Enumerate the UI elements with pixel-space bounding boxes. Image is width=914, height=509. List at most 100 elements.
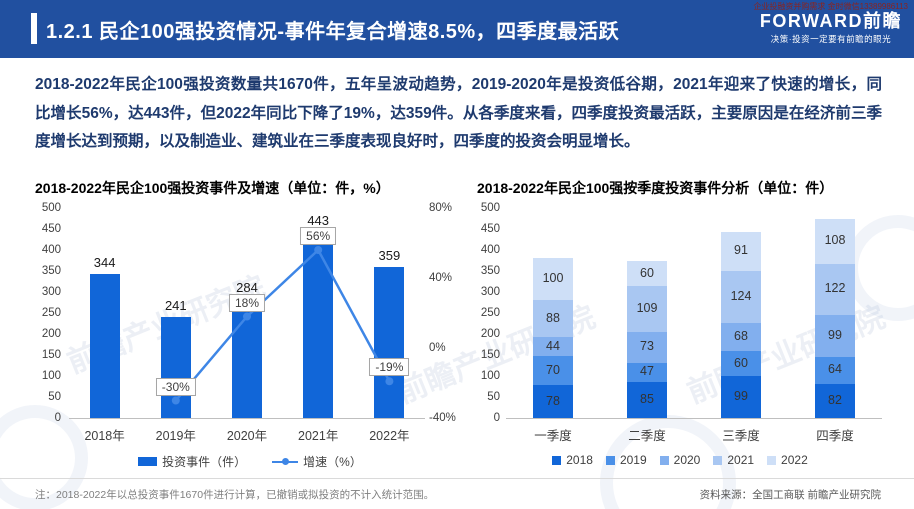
stack-segment xyxy=(815,315,855,357)
x-axis-label: 四季度 xyxy=(816,429,854,443)
line-marker xyxy=(314,246,323,254)
y-axis-tick: 450 xyxy=(480,223,500,235)
growth-rate-label: -19% xyxy=(369,358,410,377)
stack-segment xyxy=(721,270,761,323)
stack-segment xyxy=(815,263,855,316)
stack-segment xyxy=(721,376,761,418)
x-axis-label: 2021年 xyxy=(298,429,339,443)
segment-value-label: 85 xyxy=(640,392,654,407)
legend-item: 2021 xyxy=(713,453,754,467)
header-contact-watermark: 企业投融资并购需求 金时微信13389986113 xyxy=(753,2,908,11)
y-axis-tick-left: 150 xyxy=(41,349,61,361)
stack-segment xyxy=(533,385,573,418)
bar-value-label: 443 xyxy=(307,212,330,228)
segment-value-label: 109 xyxy=(636,301,658,315)
legend-item: 2019 xyxy=(605,453,647,467)
bar-investment-events xyxy=(303,231,334,418)
header: 企业投融资并购需求 金时微信13389986113 1.2.1 民企100强投资… xyxy=(0,0,914,58)
bar-value-label: 284 xyxy=(236,279,258,295)
stack-segment xyxy=(721,232,761,271)
y-axis-tick: 100 xyxy=(480,370,500,382)
y-axis-tick: 350 xyxy=(480,265,500,277)
legend-item: 2022 xyxy=(767,453,808,467)
stacked-chart-legend: 2018 2019 2020 2021 2022 xyxy=(470,453,890,467)
legend-label: 2020 xyxy=(673,453,701,467)
y-axis-tick: 400 xyxy=(480,244,500,256)
x-axis-label: 三季度 xyxy=(722,429,760,443)
y-axis-tick-left: 350 xyxy=(41,265,61,277)
segment-value-label: 47 xyxy=(640,364,654,379)
segment-value-label: 99 xyxy=(828,327,842,342)
legend-label: 2022 xyxy=(781,453,808,467)
growth-line xyxy=(171,246,394,405)
segment-value-label: 108 xyxy=(824,233,846,248)
segment-value-label: 44 xyxy=(546,338,560,353)
x-axis-label: 2022年 xyxy=(369,429,410,443)
stack-segment xyxy=(815,356,855,384)
brand-logo: FORWARD前瞻 决策·投资一定要有前瞻的眼光 xyxy=(760,11,902,45)
stack-segment xyxy=(721,351,761,377)
bar-investment-events xyxy=(89,273,120,418)
segment-value-label: 91 xyxy=(734,243,748,258)
legend-label: 增速（%） xyxy=(303,455,362,469)
stack-segment xyxy=(815,383,855,418)
stack-segment xyxy=(533,355,573,386)
source-note: 资料来源：全国工商联 前瞻产业研究院 xyxy=(699,489,881,501)
stack-segment xyxy=(533,258,573,301)
legend-swatch xyxy=(552,455,562,465)
legend-item-bar: 投资事件（件） xyxy=(138,453,246,470)
intro-paragraph: 2018-2022年民企100强投资数量共1670件，五年呈波动趋势，2019-… xyxy=(35,76,882,150)
y-axis-tick: 300 xyxy=(480,286,500,298)
bar-value-label: 359 xyxy=(378,248,401,264)
y-axis-tick: 0 xyxy=(493,412,500,424)
combo-chart: 500 450 400 350 300 250 200 150 100 50 0 80% 40% 0% -4… xyxy=(35,200,465,450)
y-axis-tick-left: 450 xyxy=(41,223,61,235)
segment-value-label: 100 xyxy=(542,271,564,286)
legend-swatch xyxy=(659,455,669,465)
segment-value-label: 78 xyxy=(546,393,560,408)
combo-chart-legend: 投资事件（件） 增速（%） xyxy=(35,453,465,470)
legend-swatch xyxy=(767,455,777,465)
stack-segment xyxy=(533,300,573,338)
legend-label: 2021 xyxy=(727,453,755,467)
stack-segment xyxy=(627,362,667,383)
line-marker xyxy=(171,396,180,405)
segment-value-label: 68 xyxy=(734,328,748,343)
legend-item: 2018 xyxy=(552,453,593,467)
legend-swatch xyxy=(713,455,723,465)
legend-label: 2018 xyxy=(566,453,593,467)
y-axis-tick-left: 50 xyxy=(48,391,61,403)
segment-value-label: 88 xyxy=(546,310,560,325)
stacked-chart: 500 450 400 350 300 250 200 150 100 50 0 一季度 78 70 44 8… xyxy=(470,200,890,450)
y-axis-tick-left: 250 xyxy=(41,307,61,319)
bar-investment-events xyxy=(374,267,405,418)
y-axis-tick: 500 xyxy=(480,202,500,214)
segment-value-label: 99 xyxy=(734,389,748,404)
title-accent-bar xyxy=(31,13,37,44)
y-axis-tick-left: 0 xyxy=(54,412,61,424)
growth-rate-label: -30% xyxy=(155,377,196,396)
x-axis-label: 一季度 xyxy=(534,429,572,443)
line-marker xyxy=(385,377,394,386)
segment-value-label: 73 xyxy=(640,339,654,354)
stack-segment xyxy=(721,322,761,352)
segment-value-label: 124 xyxy=(730,288,752,303)
left-chart-title: 2018-2022年民企100强投资事件及增速（单位：件，%） xyxy=(35,180,390,196)
line-swatch-marker xyxy=(282,458,290,465)
right-chart-title: 2018-2022年民企100强按季度投资事件分析（单位：件） xyxy=(477,180,834,196)
y-axis-tick-left: 500 xyxy=(41,202,61,214)
y-axis-tick-left: 200 xyxy=(41,328,61,340)
stack-segment xyxy=(815,218,855,264)
segment-value-label: 70 xyxy=(546,362,560,377)
footnote: 注：2018-2022年以总投资事件1670件进行计算，已撤销或拟投资的不计入统… xyxy=(35,489,435,501)
stack-segment xyxy=(533,337,573,356)
y-axis-tick-right: 80% xyxy=(429,202,453,214)
y-axis-tick-left: 100 xyxy=(41,370,61,382)
logo-wordmark: FORWARD前瞻 xyxy=(759,11,902,31)
stack-segment xyxy=(627,286,667,332)
x-axis-line xyxy=(69,418,425,419)
bar-legend-swatch xyxy=(138,457,158,466)
growth-rate-label: 56% xyxy=(300,227,337,245)
y-axis-tick-right: 40% xyxy=(429,272,453,284)
